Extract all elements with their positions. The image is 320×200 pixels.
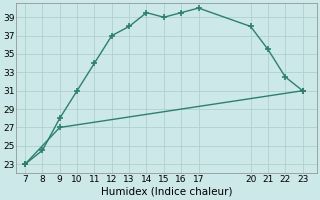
X-axis label: Humidex (Indice chaleur): Humidex (Indice chaleur) — [101, 187, 232, 197]
